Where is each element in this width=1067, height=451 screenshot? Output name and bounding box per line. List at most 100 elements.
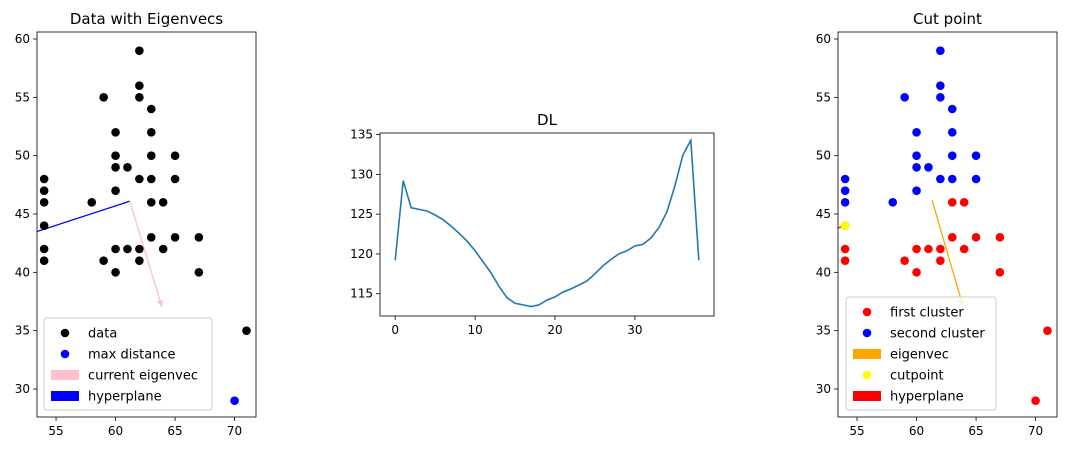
data-point <box>146 104 156 114</box>
data-point <box>111 268 120 277</box>
chart-title: Data with Eigenvecs <box>70 10 223 28</box>
data-point <box>912 186 921 195</box>
data-point <box>840 221 850 230</box>
data-point <box>158 244 168 254</box>
y-tick-label: 60 <box>816 32 831 46</box>
series-line <box>394 137 700 308</box>
data-point <box>936 81 945 90</box>
data-point <box>39 198 49 207</box>
chart-1: Data with Eigenvecs 55 60 65 70 30 35 40 45 50 55 6… <box>15 10 257 438</box>
legend-label: max distance <box>88 348 176 363</box>
data-point <box>995 233 1005 242</box>
data-point <box>840 186 850 195</box>
data-point <box>230 396 239 405</box>
data-point <box>947 128 957 137</box>
legend-marker <box>60 328 70 338</box>
data-point <box>135 81 144 90</box>
axes-frame <box>837 31 1058 418</box>
chart-title: Cut point <box>913 10 982 28</box>
y-tick-label: 60 <box>15 32 30 46</box>
data-point <box>39 221 49 230</box>
data-point <box>111 186 120 195</box>
data-point <box>971 174 981 184</box>
data-point <box>146 151 156 160</box>
legend: data max distance current eigenvec hyperpla… <box>43 317 213 411</box>
y-tick-label: 35 <box>15 324 30 338</box>
legend-marker <box>862 307 872 317</box>
data-point <box>888 198 898 207</box>
data-point <box>123 244 132 254</box>
data-point <box>170 174 180 184</box>
x-tick-label: 70 <box>227 424 242 438</box>
legend-label: first cluster <box>890 306 964 321</box>
data-point <box>146 128 156 137</box>
eigenvector-arrow <box>129 200 163 308</box>
data-point <box>146 174 156 184</box>
data-point <box>947 104 957 114</box>
data-point <box>959 244 969 254</box>
data-point <box>936 244 945 254</box>
x-tick-label: 60 <box>108 424 123 438</box>
data-point <box>39 256 49 265</box>
legend-box <box>845 296 997 411</box>
data-point <box>158 198 168 207</box>
data-point <box>936 256 945 265</box>
y-tick-label: 50 <box>15 149 30 163</box>
data-point <box>1031 396 1040 405</box>
y-tick-label: 125 <box>350 207 373 221</box>
data-point <box>900 93 909 102</box>
y-tick-label: 40 <box>15 265 30 279</box>
data-point <box>99 256 108 265</box>
legend-patch <box>853 349 881 359</box>
data-point <box>840 244 850 254</box>
y-tick-label: 120 <box>350 247 373 261</box>
x-tick-label: 60 <box>909 424 924 438</box>
data-point <box>146 198 156 207</box>
y-tick-label: 30 <box>816 382 831 396</box>
legend-label: cutpoint <box>890 369 944 384</box>
legend: first cluster second cluster eigenvec cutpo… <box>845 296 997 411</box>
data-point <box>1043 326 1052 335</box>
data-point <box>840 174 850 184</box>
x-tick-label: 70 <box>1028 424 1043 438</box>
x-tick-label: 10 <box>467 323 482 337</box>
data-point <box>170 151 180 160</box>
data-point <box>912 151 921 160</box>
data-point <box>947 151 957 160</box>
data-point <box>912 268 921 277</box>
x-tick-label: 55 <box>48 424 63 438</box>
data-point <box>971 233 981 242</box>
data-point <box>146 233 156 242</box>
data-point <box>111 163 120 172</box>
data-point <box>135 256 144 265</box>
data-point <box>135 174 144 184</box>
x-tick-label: 30 <box>627 323 642 337</box>
x-tick-label: 55 <box>849 424 864 438</box>
legend-label: hyperplane <box>890 390 964 405</box>
plot-area <box>838 46 1052 405</box>
data-point <box>39 186 49 195</box>
legend-patch <box>51 391 79 401</box>
legend-label: second cluster <box>890 327 985 342</box>
y-tick-label: 30 <box>15 382 30 396</box>
y-tick-label: 115 <box>350 287 373 301</box>
data-point <box>39 244 49 254</box>
data-point <box>123 163 132 172</box>
data-point <box>194 268 204 277</box>
legend-label: data <box>88 327 117 342</box>
data-point <box>99 93 108 102</box>
data-point <box>111 151 120 160</box>
legend-marker <box>862 370 872 380</box>
legend-patch <box>51 370 79 380</box>
legend-box <box>43 317 213 411</box>
x-tick-label: 65 <box>167 424 182 438</box>
data-point <box>924 244 933 254</box>
data-point <box>900 256 909 265</box>
axes-frame <box>379 132 715 317</box>
x-tick-label: 0 <box>391 323 399 337</box>
data-point <box>947 233 957 242</box>
data-point <box>947 174 957 184</box>
data-point <box>971 151 981 160</box>
data-point <box>936 93 945 102</box>
legend-marker <box>862 328 872 338</box>
